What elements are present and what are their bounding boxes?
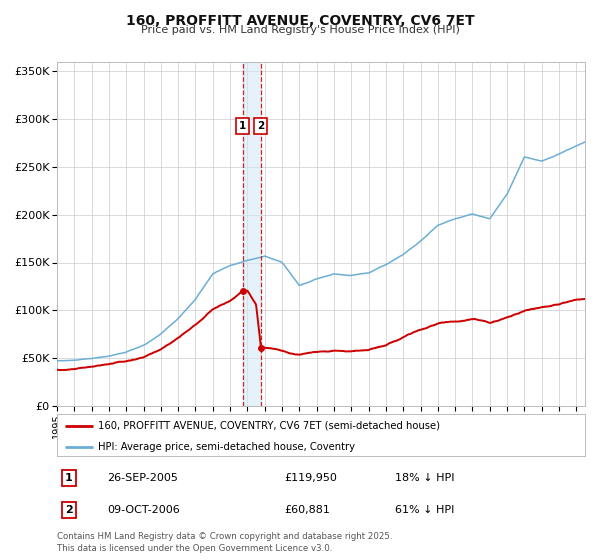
Text: 09-OCT-2006: 09-OCT-2006 [107,505,180,515]
Text: 1: 1 [65,473,73,483]
Text: 26-SEP-2005: 26-SEP-2005 [107,473,178,483]
Text: £119,950: £119,950 [284,473,337,483]
Text: £60,881: £60,881 [284,505,330,515]
Text: 18% ↓ HPI: 18% ↓ HPI [395,473,454,483]
Text: 61% ↓ HPI: 61% ↓ HPI [395,505,454,515]
Text: 2: 2 [65,505,73,515]
Text: 2: 2 [257,121,265,130]
Bar [243,62,261,406]
Text: Price paid vs. HM Land Registry's House Price Index (HPI): Price paid vs. HM Land Registry's House … [140,25,460,35]
Text: 1: 1 [239,121,247,130]
Text: 160, PROFFITT AVENUE, COVENTRY, CV6 7ET (semi-detached house): 160, PROFFITT AVENUE, COVENTRY, CV6 7ET … [98,421,440,431]
Text: 160, PROFFITT AVENUE, COVENTRY, CV6 7ET: 160, PROFFITT AVENUE, COVENTRY, CV6 7ET [125,14,475,28]
Text: HPI: Average price, semi-detached house, Coventry: HPI: Average price, semi-detached house,… [98,442,355,452]
Text: Contains HM Land Registry data © Crown copyright and database right 2025.
This d: Contains HM Land Registry data © Crown c… [57,533,392,553]
